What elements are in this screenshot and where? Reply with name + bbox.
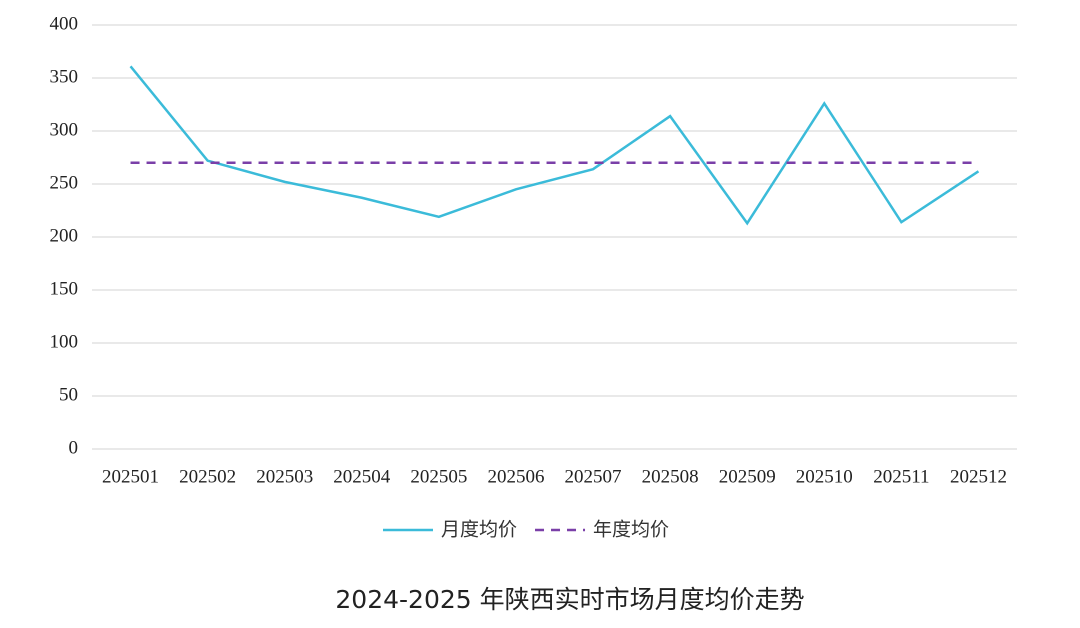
x-tick-label: 202506 xyxy=(487,466,544,487)
y-tick-label: 200 xyxy=(50,225,79,246)
x-tick-label: 202510 xyxy=(796,466,853,487)
x-tick-label: 202503 xyxy=(256,466,313,487)
y-tick-label: 300 xyxy=(50,119,79,140)
series-line xyxy=(129,65,980,226)
y-tick-label: 150 xyxy=(50,278,79,299)
y-tick-label: 0 xyxy=(69,437,79,458)
chart-title: 2024-2025 年陕西实时市场月度均价走势 xyxy=(335,585,804,614)
y-tick-label: 350 xyxy=(50,66,79,87)
y-tick-label: 50 xyxy=(59,384,78,405)
x-tick-label: 202502 xyxy=(179,466,236,487)
x-tick-label: 202501 xyxy=(102,466,159,487)
y-tick-label: 100 xyxy=(50,331,79,352)
y-tick-label: 250 xyxy=(50,172,79,193)
legend-label: 月度均价 xyxy=(441,519,517,541)
x-tick-label: 202508 xyxy=(642,466,699,487)
y-tick-label: 400 xyxy=(50,13,79,34)
legend-label: 年度均价 xyxy=(593,519,669,541)
x-tick-label: 202507 xyxy=(565,466,622,487)
x-tick-label: 202504 xyxy=(333,466,391,487)
x-tick-label: 202509 xyxy=(719,466,776,487)
x-tick-label: 202505 xyxy=(410,466,467,487)
x-tick-label: 202512 xyxy=(950,466,1007,487)
x-tick-label: 202511 xyxy=(873,466,929,487)
